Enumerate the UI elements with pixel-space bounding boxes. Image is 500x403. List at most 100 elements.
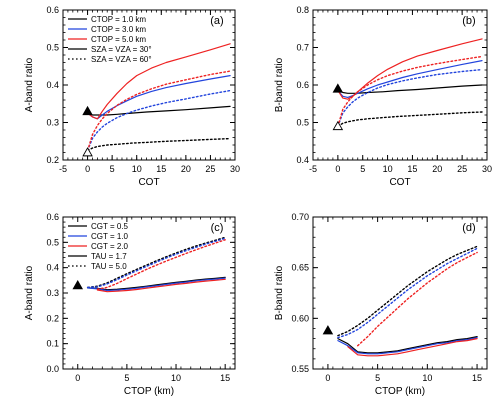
y-tick-label: 0.6 [46, 212, 59, 222]
series-line-4 [86, 89, 231, 152]
x-tick-label: 5 [110, 164, 115, 174]
series-line-5 [337, 55, 483, 128]
x-tick-label: 0 [75, 373, 80, 383]
y-tick-label: 0.5 [46, 43, 59, 53]
y-axis-label: A-band ratio [24, 265, 35, 320]
series-line-1 [337, 59, 483, 99]
x-axis-label: COT [138, 177, 159, 188]
x-tick-label: 20 [432, 164, 442, 174]
series-line-2 [337, 38, 483, 100]
open-triangle-marker [332, 120, 344, 131]
panel-1: -5 0 5 10 15 20 25 30 0.4 0.5 0.6 0.7 0.8 COT B-band r… [274, 5, 492, 188]
series-line-3 [337, 111, 483, 128]
x-axis-label: COT [389, 177, 410, 188]
series-line-5 [96, 239, 226, 290]
legend-entry: CGT = 1.0 [91, 232, 129, 241]
y-tick-label: 0.2 [46, 155, 59, 165]
series-line-3 [86, 236, 226, 289]
x-tick-label: 0 [335, 164, 340, 174]
series-group [86, 43, 231, 152]
filled-triangle-marker [332, 83, 344, 93]
series-line-2 [96, 278, 226, 293]
legend-entry: TAU = 1.7 [91, 252, 127, 261]
legend-entry: CTOP = 5.0 km [91, 35, 146, 44]
y-tick-label: 0.6 [296, 80, 309, 90]
series-line-1 [337, 337, 478, 355]
series-line-5 [357, 251, 478, 347]
legend-entry: SZA = VZA = 30° [91, 45, 152, 54]
y-tick-label: 0.5 [46, 237, 59, 247]
filled-triangle-marker [72, 279, 84, 290]
x-tick-label: 10 [422, 373, 432, 383]
y-tick-label: 0.4 [46, 263, 59, 273]
x-tick-label: 20 [181, 164, 191, 174]
plot-frame [62, 9, 236, 161]
x-tick-label: 5 [124, 373, 129, 383]
series-line-3 [337, 245, 478, 337]
series-line-1 [86, 277, 226, 292]
y-tick-label: 0.6 [46, 5, 59, 15]
x-tick-label: 10 [132, 164, 142, 174]
x-tick-label: 30 [230, 164, 240, 174]
x-tick-label: -5 [309, 164, 317, 174]
y-axis-label: B-band ratio [274, 57, 285, 112]
legend-entry: CGT = 2.0 [91, 242, 129, 251]
plot-frame [312, 216, 488, 370]
series-line-0 [337, 84, 483, 94]
series-line-4 [337, 247, 478, 339]
y-tick-label: 0.1 [46, 339, 59, 349]
x-tick-label: 15 [156, 164, 166, 174]
x-tick-label: 5 [360, 164, 365, 174]
y-tick-label: 0.4 [46, 80, 59, 90]
x-tick-label: 30 [482, 164, 492, 174]
x-tick-label: 10 [383, 164, 393, 174]
x-tick-label: 0 [325, 373, 330, 383]
x-tick-label: 25 [205, 164, 215, 174]
series-group [337, 245, 478, 357]
x-tick-label: 15 [220, 373, 230, 383]
series-group [337, 38, 483, 128]
panel-label: (b) [462, 15, 475, 27]
series-group [86, 236, 226, 293]
x-tick-label: 25 [457, 164, 467, 174]
series-line-2 [86, 43, 231, 120]
y-axis-label: B-band ratio [274, 265, 285, 320]
series-line-4 [86, 237, 226, 289]
series-line-4 [337, 68, 483, 128]
legend-entry: CGT = 0.5 [91, 222, 129, 231]
plot-frame [62, 216, 236, 370]
filled-triangle-marker [322, 325, 334, 335]
panel-3: 0 5 10 15 0.55 0.60 0.65 0.70 CTOP (km) B-band ra… [274, 212, 488, 397]
y-tick-label: 0.60 [291, 313, 309, 323]
series-line-3 [86, 137, 231, 152]
legend-entry: TAU = 5.0 [91, 262, 127, 271]
x-tick-label: 0 [85, 164, 90, 174]
y-tick-label: 0.55 [291, 364, 309, 374]
y-tick-label: 0.3 [46, 288, 59, 298]
y-tick-label: 0.65 [291, 263, 309, 273]
x-tick-label: 15 [407, 164, 417, 174]
series-line-0 [86, 276, 226, 291]
x-tick-label: -5 [59, 164, 67, 174]
series-line-5 [86, 70, 231, 152]
panel-0: -5 0 5 10 15 20 25 30 0.2 0.3 0.4 0.5 0.6 COT A-band r… [24, 5, 240, 188]
series-line-0 [337, 336, 478, 354]
x-axis-label: CTOP (km) [124, 386, 174, 397]
y-axis-label: A-band ratio [24, 57, 35, 112]
legend-entry: CTOP = 1.0 km [91, 15, 146, 24]
y-tick-label: 0.7 [296, 43, 309, 53]
open-triangle-marker [82, 147, 93, 157]
y-tick-label: 0.70 [291, 212, 309, 222]
x-tick-label: 5 [375, 373, 380, 383]
plot-frame [312, 9, 488, 161]
y-tick-label: 0.8 [296, 5, 309, 15]
x-tick-label: 15 [472, 373, 482, 383]
x-tick-label: 10 [171, 373, 181, 383]
panel-label: (c) [211, 222, 224, 234]
y-tick-label: 0.3 [46, 118, 59, 128]
x-axis-label: CTOP (km) [375, 386, 425, 397]
legend-entry: SZA = VZA = 60° [91, 55, 152, 64]
